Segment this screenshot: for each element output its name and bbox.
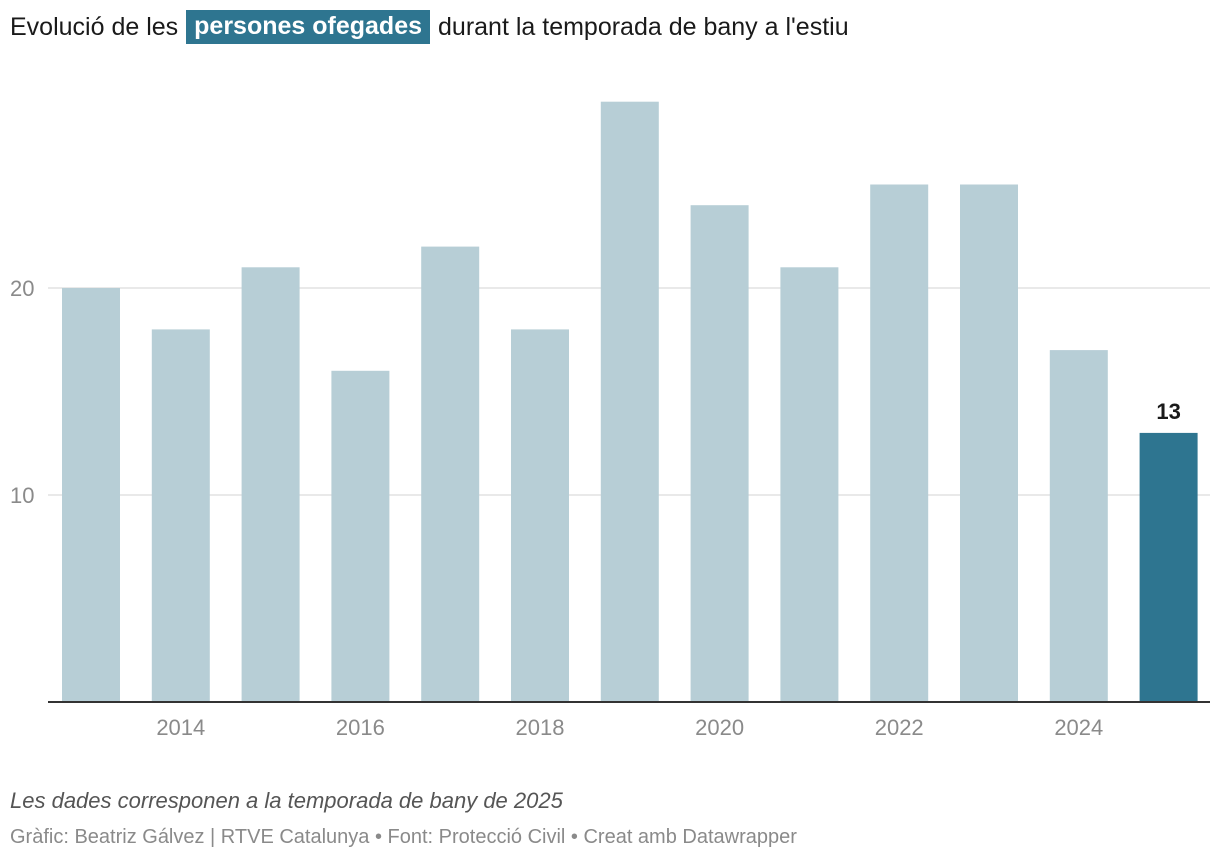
bar-2017 <box>421 246 480 702</box>
bar-2016 <box>331 370 390 702</box>
chart-notes: Les dades corresponen a la temporada de … <box>10 788 563 813</box>
x-axis: 2014 2016 2018 2020 2022 2024 <box>48 701 1210 740</box>
bar-2022 <box>870 184 929 702</box>
chart-byline: Gràfic: Beatriz Gálvez | RTVE Catalunya … <box>10 826 797 848</box>
title-highlight: persones ofegades <box>186 10 431 44</box>
bar-2015 <box>241 267 300 702</box>
bar-2020 <box>690 205 749 702</box>
bar-2021 <box>780 267 839 702</box>
chart-title: Evolució de les persones ofegades durant… <box>10 9 849 45</box>
title-before: Evolució de les <box>10 12 179 41</box>
y-tick-label: 20 <box>10 276 34 301</box>
y-tick-label: 10 <box>10 483 34 508</box>
title-after: durant la temporada de bany a l'estiu <box>438 12 849 41</box>
x-tick-label: 2020 <box>695 715 744 740</box>
bar-2013 <box>62 288 120 702</box>
bars <box>62 101 1198 702</box>
bar-2025 <box>1139 432 1198 702</box>
bar-2023 <box>960 184 1018 702</box>
bar-2018 <box>511 329 569 702</box>
x-tick-label: 2018 <box>516 715 565 740</box>
bar-2019 <box>600 101 659 702</box>
bar-2014 <box>151 329 210 702</box>
x-tick-label: 2014 <box>156 715 205 740</box>
data-label-2025: 13 <box>1156 399 1180 424</box>
data-labels: 13 <box>1156 399 1180 424</box>
x-tick-label: 2024 <box>1054 715 1103 740</box>
x-tick-label: 2022 <box>875 715 924 740</box>
x-tick-label: 2016 <box>336 715 385 740</box>
bar-2024 <box>1049 350 1108 702</box>
